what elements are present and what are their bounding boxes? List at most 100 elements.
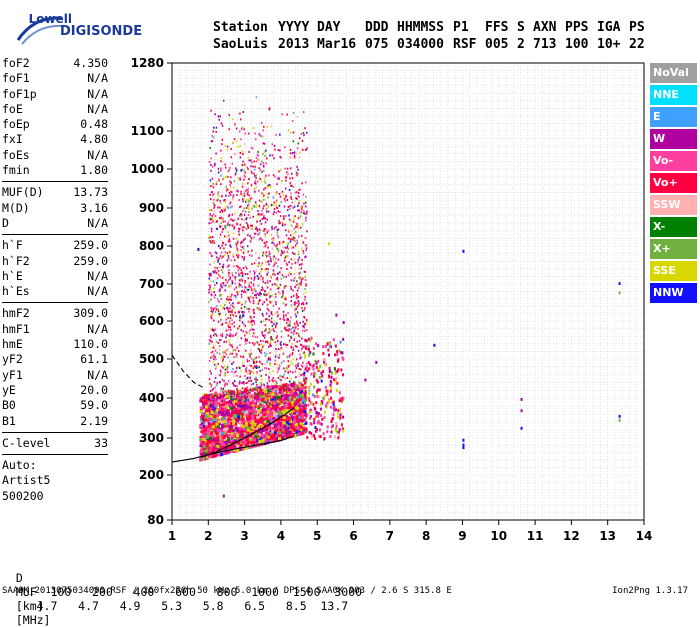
echo-point xyxy=(269,319,271,321)
echo-point xyxy=(237,415,240,418)
echo-point xyxy=(212,140,214,142)
echo-point xyxy=(276,392,278,394)
echo-point xyxy=(215,328,217,330)
echo-point xyxy=(225,314,227,316)
echo-point xyxy=(303,352,305,354)
echo-point xyxy=(227,322,229,324)
echo-point xyxy=(300,426,303,429)
echo-point xyxy=(267,286,269,288)
echo-point xyxy=(290,185,292,187)
echo-point xyxy=(239,275,241,277)
echo-point xyxy=(254,191,256,193)
echo-point xyxy=(220,175,222,177)
echo-point xyxy=(290,182,292,184)
echo-point xyxy=(304,127,306,129)
echo-point xyxy=(303,111,305,113)
echo-point xyxy=(240,193,242,195)
echo-point xyxy=(255,336,256,338)
echo-point xyxy=(226,334,228,336)
echo-point xyxy=(249,217,251,219)
echo-point xyxy=(251,184,253,186)
muf-unit: [MHz] xyxy=(16,613,51,627)
y-tick-label: 1000 xyxy=(131,162,164,176)
echo-point xyxy=(247,194,249,196)
echo-point xyxy=(296,191,298,193)
echo-point xyxy=(297,116,299,118)
x-tick-label: 11 xyxy=(527,529,544,543)
echo-point xyxy=(228,219,230,221)
echo-point xyxy=(257,234,259,236)
echo-point xyxy=(224,163,226,165)
echo-point xyxy=(260,399,262,401)
echo-point xyxy=(280,267,282,269)
echo-point xyxy=(276,244,278,246)
echo-point xyxy=(239,344,241,346)
echo-point xyxy=(222,379,224,381)
echo-point xyxy=(273,259,275,261)
echo-point xyxy=(220,149,222,151)
echo-point xyxy=(259,238,261,240)
echo-point xyxy=(244,143,246,145)
echo-point xyxy=(228,434,231,437)
echo-point xyxy=(247,251,249,253)
echo-point xyxy=(263,205,265,207)
echo-point xyxy=(276,363,278,365)
echo-point xyxy=(245,301,247,303)
echo-point xyxy=(219,225,221,227)
echo-point xyxy=(243,315,245,317)
echo-point xyxy=(230,304,232,306)
echo-point xyxy=(279,318,281,320)
echo-point xyxy=(265,394,267,396)
echo-point xyxy=(292,239,294,241)
echo-point xyxy=(252,225,254,227)
echo-point xyxy=(277,234,279,236)
echo-point xyxy=(224,392,226,394)
echo-point xyxy=(220,372,222,374)
echo-point xyxy=(237,347,239,349)
echo-point xyxy=(286,234,288,236)
echo-point xyxy=(249,308,251,310)
echo-point xyxy=(215,358,217,360)
echo-point xyxy=(250,316,252,318)
echo-point xyxy=(277,311,279,313)
echo-point xyxy=(244,226,246,228)
echo-point xyxy=(290,288,292,290)
echo-point xyxy=(285,188,287,190)
echo-point xyxy=(272,370,274,372)
echo-point xyxy=(270,394,272,396)
echo-point xyxy=(267,420,270,423)
echo-point xyxy=(237,248,239,250)
echo-point xyxy=(263,195,265,197)
echo-point xyxy=(251,172,253,174)
x-tick-label: 13 xyxy=(599,529,616,543)
echo-point xyxy=(218,270,220,272)
echo-point xyxy=(261,439,264,442)
echo-point xyxy=(210,170,212,172)
echo-point xyxy=(266,251,268,253)
echo-point xyxy=(289,364,291,366)
echo-point xyxy=(221,195,223,197)
echo-point xyxy=(264,420,267,423)
echo-point xyxy=(245,331,247,333)
echo-point xyxy=(262,404,264,406)
echo-point xyxy=(249,235,251,237)
echo-point xyxy=(250,389,252,391)
echo-point xyxy=(305,283,307,285)
echo-point xyxy=(273,323,275,325)
echo-point xyxy=(245,211,247,213)
echo-point xyxy=(295,231,297,233)
echo-point xyxy=(272,143,274,145)
echo-point xyxy=(218,245,220,247)
echo-point xyxy=(218,342,220,344)
echo-point xyxy=(301,338,303,340)
echo-point xyxy=(236,169,238,171)
echo-point xyxy=(278,210,280,212)
echo-point xyxy=(239,145,241,147)
echo-point xyxy=(242,256,244,258)
echo-point xyxy=(231,393,233,395)
echo-point xyxy=(214,356,216,358)
echo-point xyxy=(220,453,223,456)
echo-point xyxy=(229,192,231,194)
echo-point xyxy=(211,308,213,310)
echo-point xyxy=(293,186,295,188)
